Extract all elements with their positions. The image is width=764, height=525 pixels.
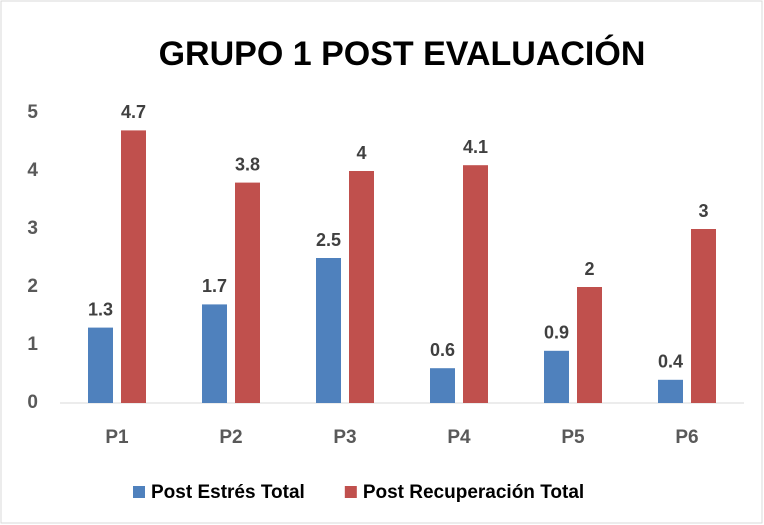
data-label: 1.3 — [88, 299, 113, 319]
bar — [658, 379, 683, 403]
x-tick-label: P4 — [447, 427, 471, 448]
bar — [577, 287, 602, 403]
y-tick-label: 0 — [27, 392, 38, 413]
data-label: 4.1 — [463, 137, 488, 157]
bar — [463, 165, 488, 403]
data-label: 0.4 — [658, 352, 683, 372]
data-label: 0.9 — [544, 323, 569, 343]
data-label: 4.7 — [121, 102, 146, 122]
legend-label: Post Estrés Total — [151, 482, 305, 503]
x-tick-label: P5 — [561, 427, 585, 448]
y-tick-label: 3 — [27, 218, 38, 239]
y-tick-label: 4 — [27, 160, 38, 181]
data-label: 3 — [698, 201, 708, 221]
legend-swatch — [344, 486, 357, 498]
bar — [691, 229, 716, 403]
x-tick-label: P2 — [219, 427, 242, 448]
data-label: 2.5 — [316, 230, 341, 250]
legend-swatch — [133, 486, 145, 498]
chart-title: GRUPO 1 POST EVALUACIÓN — [159, 35, 646, 73]
x-tick-label: P3 — [333, 427, 356, 448]
y-tick-label: 5 — [27, 102, 38, 123]
bar — [235, 182, 260, 403]
x-tick-label: P1 — [105, 427, 129, 448]
x-tick-label: P6 — [675, 427, 698, 448]
y-tick-label: 1 — [27, 334, 38, 355]
data-label: 0.6 — [430, 340, 455, 360]
data-label: 3.8 — [235, 154, 260, 174]
bar — [202, 304, 227, 403]
data-label: 4 — [356, 143, 366, 163]
y-tick-label: 2 — [27, 276, 38, 297]
bar — [316, 258, 341, 403]
bar — [430, 368, 455, 403]
bar — [349, 171, 374, 403]
data-label: 2 — [584, 259, 594, 279]
bar — [121, 130, 146, 403]
bar — [88, 327, 113, 403]
data-label: 1.7 — [202, 276, 227, 296]
legend-label: Post Recuperación Total — [363, 482, 584, 503]
bar — [544, 350, 569, 403]
